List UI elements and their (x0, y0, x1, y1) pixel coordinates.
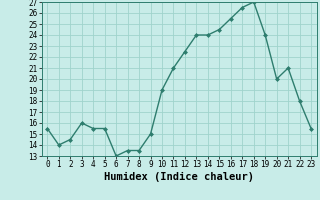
X-axis label: Humidex (Indice chaleur): Humidex (Indice chaleur) (104, 172, 254, 182)
